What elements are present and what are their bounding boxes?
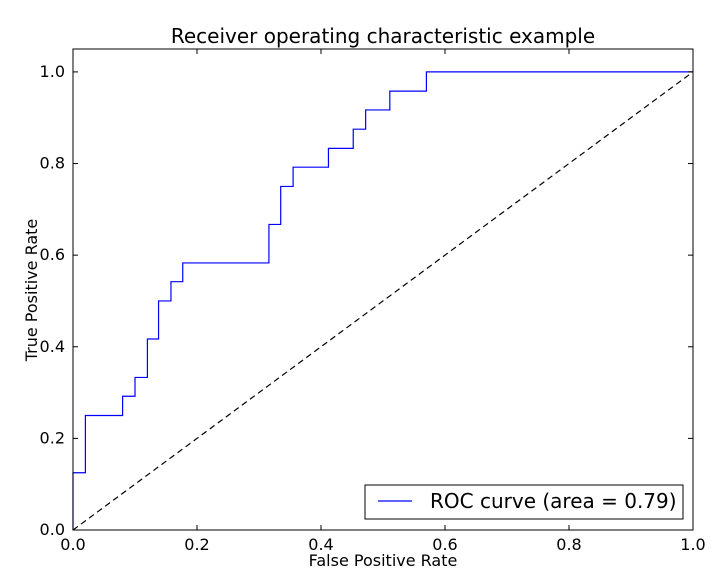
series-layer [72, 71, 694, 531]
legend-box [364, 484, 684, 520]
x-tick-label: 0.2 [184, 535, 209, 554]
x-axis-label: False Positive Rate [309, 551, 458, 570]
legend: ROC curve (area = 0.79) [364, 484, 684, 520]
ticks-layer: 0.0 0.2 0.4 0.6 0.8 1.0 0.0 0.2 0.4 0.6 0.8 1.0 [40, 49, 706, 554]
y-tick-label: 0.6 [40, 245, 65, 264]
y-tick-label: 0.4 [40, 337, 65, 356]
x-tick-label: 0.6 [432, 535, 457, 554]
chart-title: Receiver operating characteristic exampl… [171, 24, 595, 48]
y-axis-label: True Positive Rate [22, 219, 41, 363]
legend-label-roc: ROC curve (area = 0.79) [430, 489, 677, 513]
plot-area [73, 49, 693, 530]
x-tick-label: 0.8 [556, 535, 581, 554]
y-tick-label: 0.8 [40, 154, 65, 173]
plot-frame [72, 48, 694, 531]
x-tick-label: 0.4 [308, 535, 333, 554]
y-tick-label: 0.0 [40, 520, 65, 539]
y-tick-label: 0.2 [40, 428, 65, 447]
series-line-roc [72, 71, 693, 530]
x-tick-label: 1.0 [680, 535, 705, 554]
x-tick-label: 0.0 [60, 535, 85, 554]
y-tick-label: 1.0 [40, 62, 65, 81]
series-line-chance [72, 71, 694, 531]
